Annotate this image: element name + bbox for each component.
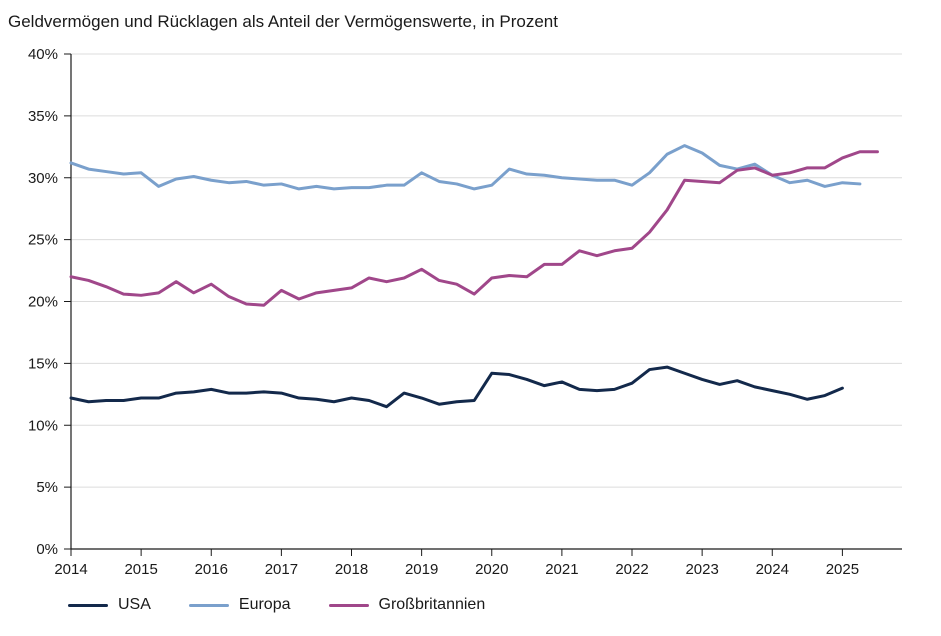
series-line-grossbritannien xyxy=(69,150,879,307)
x-tick-label: 2019 xyxy=(405,561,438,578)
legend-label-usa: USA xyxy=(118,596,151,613)
legend-label-grossbritannien: Großbritannien xyxy=(378,596,486,613)
x-tick-label: 2023 xyxy=(685,561,718,578)
x-tick-label: 2021 xyxy=(545,561,578,578)
chart-title: Geldvermögen und Rücklagen als Anteil de… xyxy=(8,12,558,31)
legend-swatch-usa xyxy=(68,603,108,607)
legend-item-grossbritannien: Großbritannien xyxy=(328,596,486,614)
y-tick-label: 0% xyxy=(36,541,58,558)
series-line-europa xyxy=(69,144,862,191)
legend-label-europa: Europa xyxy=(238,596,291,613)
y-tick-label: 20% xyxy=(28,294,58,311)
y-tick-label: 5% xyxy=(36,479,58,496)
x-tick-label: 2022 xyxy=(615,561,648,578)
series-lines xyxy=(69,144,879,409)
y-tick-label: 15% xyxy=(28,355,58,372)
legend-item-usa: USA xyxy=(68,596,151,614)
y-tick-label: 40% xyxy=(28,46,58,63)
legend-item-europa: Europa xyxy=(188,596,291,614)
y-tick-label: 30% xyxy=(28,170,58,187)
series-line-usa xyxy=(69,365,844,409)
x-tick-label: 2016 xyxy=(195,561,228,578)
gridlines xyxy=(71,53,902,488)
x-tick-label: 2018 xyxy=(335,561,368,578)
x-tick-label: 2014 xyxy=(54,561,87,578)
x-tick-label: 2017 xyxy=(265,561,298,578)
y-axis-ticks: 0% 5% 10% 15% 20% 25% 30% 35% 40% xyxy=(28,46,71,558)
y-tick-label: 10% xyxy=(28,417,58,434)
y-tick-label: 35% xyxy=(28,108,58,125)
legend-swatch-grossbritannien xyxy=(328,603,369,607)
x-tick-label: 2020 xyxy=(475,561,508,578)
x-tick-label: 2024 xyxy=(756,561,789,578)
y-tick-label: 25% xyxy=(28,232,58,249)
x-axis-ticks: 2014 2015 2016 2017 2018 2019 2020 2021 2022 2023… xyxy=(54,549,859,578)
x-tick-label: 2015 xyxy=(124,561,157,578)
x-tick-label: 2025 xyxy=(826,561,859,578)
legend: USA Europa Großbritannien xyxy=(68,596,485,614)
legend-swatch-europa xyxy=(188,603,229,607)
